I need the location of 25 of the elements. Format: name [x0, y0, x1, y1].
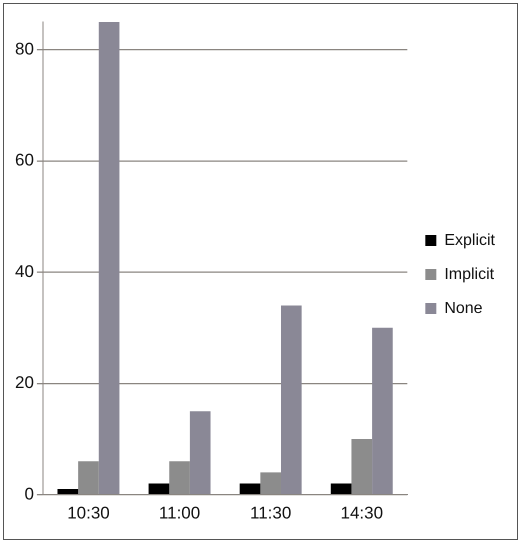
y-tick-label: 20 — [14, 373, 34, 392]
bar — [190, 411, 211, 494]
bar — [148, 483, 170, 494]
x-tick-label: 11:00 — [158, 503, 200, 522]
bar — [78, 461, 99, 494]
y-tick-label: 60 — [14, 150, 34, 170]
x-tick-label: 10:30 — [67, 503, 110, 522]
bar — [351, 439, 372, 494]
bar — [260, 472, 281, 494]
bar — [372, 328, 393, 494]
bar — [98, 22, 120, 494]
bar — [240, 483, 260, 494]
y-tick-label: 0 — [24, 484, 34, 504]
x-tick-label: 14:30 — [340, 503, 384, 522]
bar — [280, 306, 302, 494]
legend-label: Implicit — [444, 266, 495, 283]
y-tick-label: 40 — [14, 262, 34, 281]
legend-label: None — [444, 300, 483, 317]
legend-label: Explicit — [444, 232, 496, 249]
x-tick-label: 11:30 — [250, 503, 292, 522]
bar — [57, 489, 78, 494]
y-tick-label: 80 — [14, 39, 34, 58]
bar — [330, 483, 352, 494]
bar — [169, 461, 190, 494]
frame: Explicit Implicit None 10:30 11:00 11:30 14:30 0 20 40 60 80 — [3, 3, 518, 540]
